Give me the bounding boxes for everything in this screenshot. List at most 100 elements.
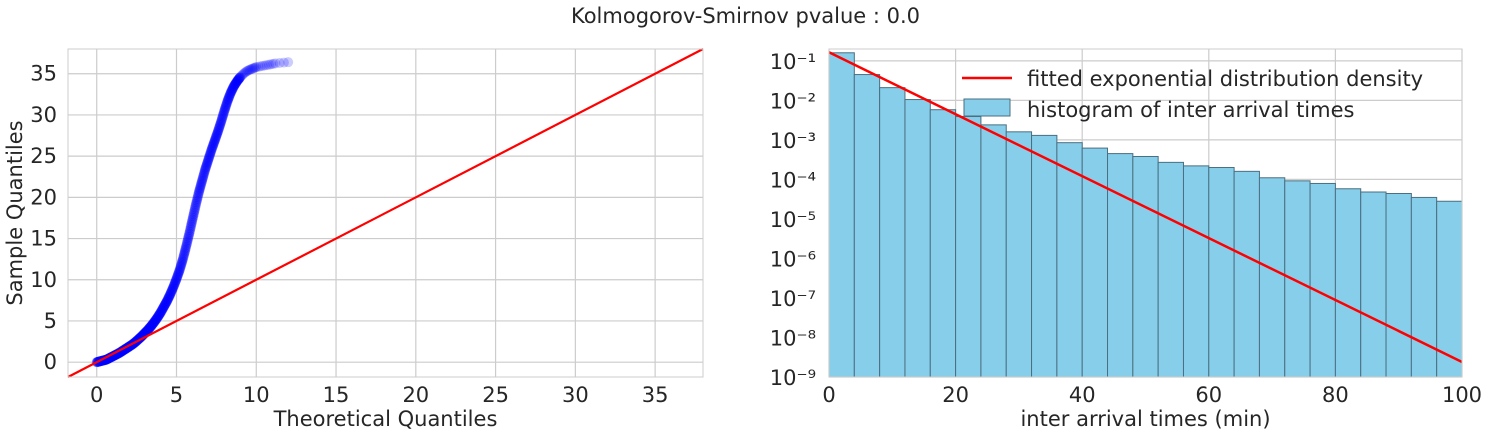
qq-point xyxy=(179,246,190,257)
qq-point xyxy=(210,132,221,143)
qq-point xyxy=(163,293,174,304)
qq-point xyxy=(102,354,113,365)
qq-point xyxy=(217,111,228,122)
qq-point xyxy=(231,76,242,87)
qq-point xyxy=(181,241,192,252)
qq-point xyxy=(157,303,168,314)
qq-point xyxy=(212,128,223,139)
qq-point xyxy=(214,120,225,131)
qq-point xyxy=(155,306,166,317)
qq-point xyxy=(219,105,230,116)
qq-point xyxy=(186,218,197,229)
qq-point xyxy=(110,349,121,360)
qq-point xyxy=(195,180,206,191)
qq-point xyxy=(183,231,194,242)
qq-point xyxy=(223,92,234,103)
hist-x-tick-label: 20 xyxy=(942,383,969,407)
qq-point xyxy=(223,93,234,104)
hist-bar xyxy=(929,109,957,378)
qq-point xyxy=(204,151,215,162)
hist-bar xyxy=(955,116,982,378)
qq-point xyxy=(218,108,229,119)
qq-point xyxy=(225,87,236,98)
hist-legend: fitted exponential distribution density … xyxy=(962,67,1423,122)
qq-point xyxy=(228,81,239,92)
qq-point xyxy=(177,255,188,266)
qq-y-tick-label: 5 xyxy=(44,309,57,333)
qq-point xyxy=(199,167,210,178)
qq-point xyxy=(219,104,230,115)
qq-plot-frame xyxy=(67,48,704,378)
qq-point xyxy=(208,138,219,149)
qq-point xyxy=(173,268,184,279)
qq-y-tick-label: 0 xyxy=(44,350,57,374)
qq-point xyxy=(105,352,116,363)
qq-point xyxy=(196,178,207,189)
qq-point xyxy=(183,233,194,244)
qq-point xyxy=(221,99,232,110)
qq-point xyxy=(169,278,180,289)
qq-point xyxy=(188,211,199,222)
qq-x-tick-label: 15 xyxy=(323,383,350,407)
qq-point xyxy=(200,163,211,174)
qq-point xyxy=(187,214,198,225)
qq-point xyxy=(208,137,219,148)
qq-point xyxy=(157,304,168,315)
qq-point xyxy=(145,322,156,333)
qq-x-axis-label: Theoretical Quantiles xyxy=(273,407,498,431)
qq-point xyxy=(224,91,235,102)
legend-label-fitted: fitted exponential distribution density xyxy=(1027,67,1423,91)
qq-point xyxy=(165,289,176,300)
qq-point xyxy=(145,321,156,332)
qq-points xyxy=(91,57,294,368)
qq-point xyxy=(211,129,222,140)
hist-x-tick-labels: 0 20 40 60 80 100 xyxy=(822,383,1482,407)
qq-point xyxy=(149,316,160,327)
qq-point xyxy=(264,59,275,70)
legend-patch-swatch xyxy=(963,98,1011,117)
qq-point xyxy=(248,63,259,74)
qq-point xyxy=(199,165,210,176)
qq-point xyxy=(221,98,232,109)
qq-point xyxy=(174,264,185,275)
qq-point xyxy=(216,113,227,124)
figure-title: Kolmogorov-Smirnov pvalue : 0.0 xyxy=(570,4,920,28)
qq-point xyxy=(105,352,116,363)
qq-point xyxy=(232,75,243,86)
qq-point xyxy=(152,312,163,323)
qq-point xyxy=(110,350,121,361)
qq-y-tick-label: 35 xyxy=(30,62,57,86)
qq-point xyxy=(206,145,217,156)
qq-reference-line xyxy=(67,48,704,378)
qq-point xyxy=(151,314,162,325)
qq-point xyxy=(166,285,177,296)
qq-point xyxy=(240,67,251,78)
qq-point xyxy=(112,349,123,360)
qq-x-tick-labels: 0 5 10 15 20 25 30 35 xyxy=(90,383,668,407)
qq-point xyxy=(202,156,213,167)
qq-point xyxy=(164,290,175,301)
hist-bars xyxy=(828,52,1463,378)
qq-point xyxy=(232,75,243,86)
qq-point xyxy=(195,181,206,192)
qq-point xyxy=(233,74,244,85)
qq-point xyxy=(178,252,189,263)
qq-point xyxy=(192,193,203,204)
qq-point xyxy=(220,103,231,114)
qq-point xyxy=(201,160,212,171)
qq-point xyxy=(259,60,270,71)
hist-x-tick-label: 40 xyxy=(1069,383,1096,407)
qq-point xyxy=(170,277,181,288)
qq-y-tick-label: 15 xyxy=(30,227,57,251)
qq-point xyxy=(191,198,202,209)
qq-reference-line-group xyxy=(67,48,704,378)
qq-point xyxy=(167,284,178,295)
qq-point xyxy=(156,306,167,317)
qq-point xyxy=(224,90,235,101)
hist-bar xyxy=(1385,192,1412,378)
qq-point xyxy=(151,313,162,324)
qq-point xyxy=(215,118,226,129)
qq-point xyxy=(191,197,202,208)
qq-point xyxy=(101,354,112,365)
qq-point xyxy=(228,81,239,92)
